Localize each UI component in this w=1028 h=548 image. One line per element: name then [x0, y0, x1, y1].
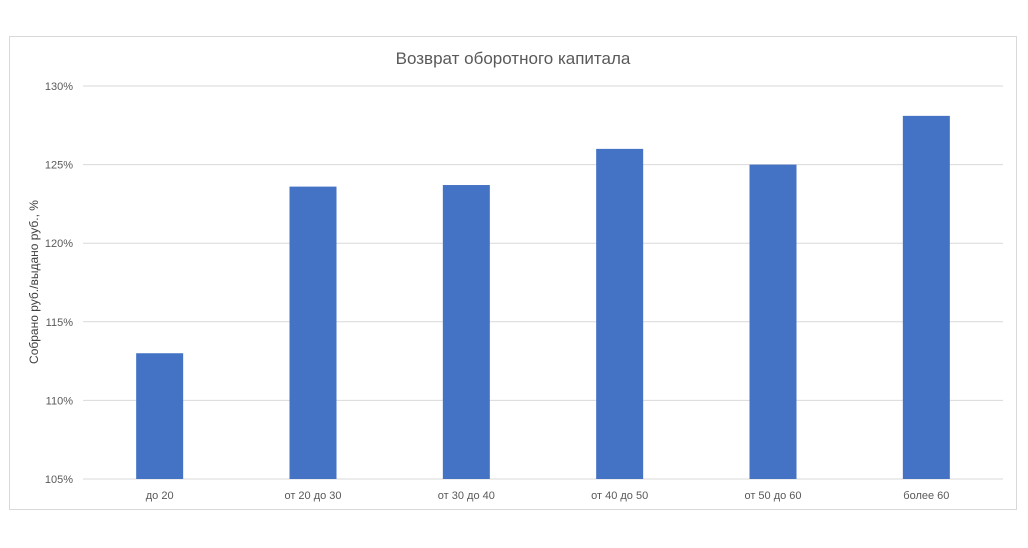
x-tick-label: от 50 до 60	[744, 490, 801, 502]
bar	[442, 185, 490, 479]
x-tick-label: более 60	[903, 490, 949, 502]
y-tick-label: 105%	[45, 474, 73, 486]
y-tick-label: 120%	[45, 238, 73, 250]
y-axis-title: Собрано руб./выдано руб., %	[27, 200, 41, 364]
bar	[902, 115, 950, 480]
bar	[289, 186, 337, 479]
x-tick-label: от 40 до 50	[591, 490, 648, 502]
x-tick-label: до 20	[146, 490, 174, 502]
bars	[136, 115, 950, 480]
x-tick-label: от 30 до 40	[438, 490, 495, 502]
bar	[136, 353, 184, 479]
y-tick-label: 125%	[45, 160, 73, 172]
bar	[596, 148, 644, 479]
chart-title: Возврат оборотного капитала	[396, 49, 631, 68]
x-tick-label: от 20 до 30	[284, 490, 341, 502]
y-tick-label: 115%	[46, 317, 74, 329]
y-tick-label: 110%	[46, 395, 74, 407]
bar	[749, 164, 797, 479]
x-axis-ticks: до 20 от 20 до 30 от 30 до 40 от 40 до 50 от…	[146, 490, 950, 502]
y-axis-ticks: 105% 110% 115% 120% 125% 130%	[45, 81, 73, 486]
y-tick-label: 130%	[45, 81, 73, 93]
gridlines	[83, 85, 1003, 480]
